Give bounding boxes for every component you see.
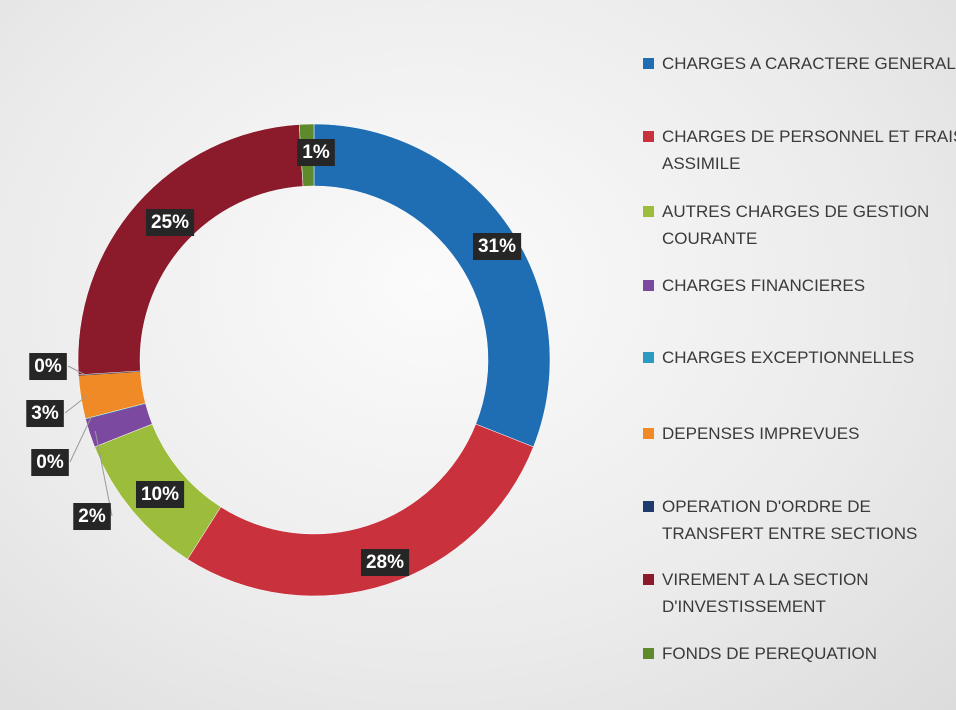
data-label: 3% (31, 403, 59, 424)
data-label: 10% (141, 484, 179, 505)
data-label: 2% (78, 506, 106, 527)
legend-item: CHARGES FINANCIERES (640, 272, 956, 299)
legend-label: OPERATION D'ORDRE DE TRANSFERT ENTRE SEC… (662, 497, 918, 543)
legend-label: FONDS DE PEREQUATION (662, 644, 878, 663)
data-label-bg (472, 233, 522, 261)
data-label-bg (26, 400, 64, 428)
legend-item: OPERATION D'ORDRE DE TRANSFERT ENTRE SEC… (640, 493, 956, 547)
data-label-bg (360, 549, 410, 577)
data-label: 1% (302, 142, 330, 163)
legend-item: CHARGES A CARACTERE GENERAL (640, 50, 956, 77)
data-label: 0% (36, 452, 64, 473)
data-label: 31% (478, 236, 516, 257)
legend-item: CHARGES DE PERSONNEL ET FRAIS ASSIMILE (640, 123, 956, 177)
data-label-bg (135, 481, 185, 509)
legend-label: AUTRES CHARGES DE GESTION COURANTE (662, 202, 930, 248)
legend-label: DEPENSES IMPREVUES (662, 424, 860, 443)
legend-swatch (643, 428, 654, 439)
legend-swatch (643, 58, 654, 69)
legend-item: AUTRES CHARGES DE GESTION COURANTE (640, 198, 956, 252)
donut-slice (187, 423, 534, 597)
legend-swatch (643, 280, 654, 291)
legend-item: CHARGES EXCEPTIONNELLES (640, 344, 956, 371)
leader-line (64, 395, 88, 414)
legend-swatch (643, 131, 654, 142)
legend-label: CHARGES FINANCIERES (662, 276, 866, 295)
data-label: 0% (34, 356, 62, 377)
legend-item: FONDS DE PEREQUATION (640, 640, 956, 667)
legend-label: CHARGES DE PERSONNEL ET FRAIS ASSIMILE (662, 127, 956, 173)
data-label-bg (73, 503, 111, 531)
leader-line (67, 365, 85, 375)
data-label-bg (145, 209, 195, 237)
legend-label: CHARGES EXCEPTIONNELLES (662, 348, 915, 367)
legend-item: VIREMENT A LA SECTION D'INVESTISSEMENT (640, 566, 956, 620)
legend-swatch (643, 648, 654, 659)
legend-label: CHARGES A CARACTERE GENERAL (662, 54, 956, 73)
data-label-bg (29, 353, 67, 381)
leader-line (94, 430, 113, 517)
data-label: 25% (151, 212, 189, 233)
data-label: 28% (366, 552, 404, 573)
legend-swatch (643, 352, 654, 363)
legend-swatch (643, 501, 654, 512)
legend-swatch (643, 206, 654, 217)
legend-label: VIREMENT A LA SECTION D'INVESTISSEMENT (662, 570, 869, 616)
donut-slice (313, 123, 551, 448)
legend-swatch (643, 574, 654, 585)
data-label-bg (297, 139, 335, 167)
donut-slice (77, 124, 304, 376)
data-label-bg (31, 449, 69, 477)
legend-item: DEPENSES IMPREVUES (640, 420, 956, 447)
leader-line (69, 416, 92, 463)
